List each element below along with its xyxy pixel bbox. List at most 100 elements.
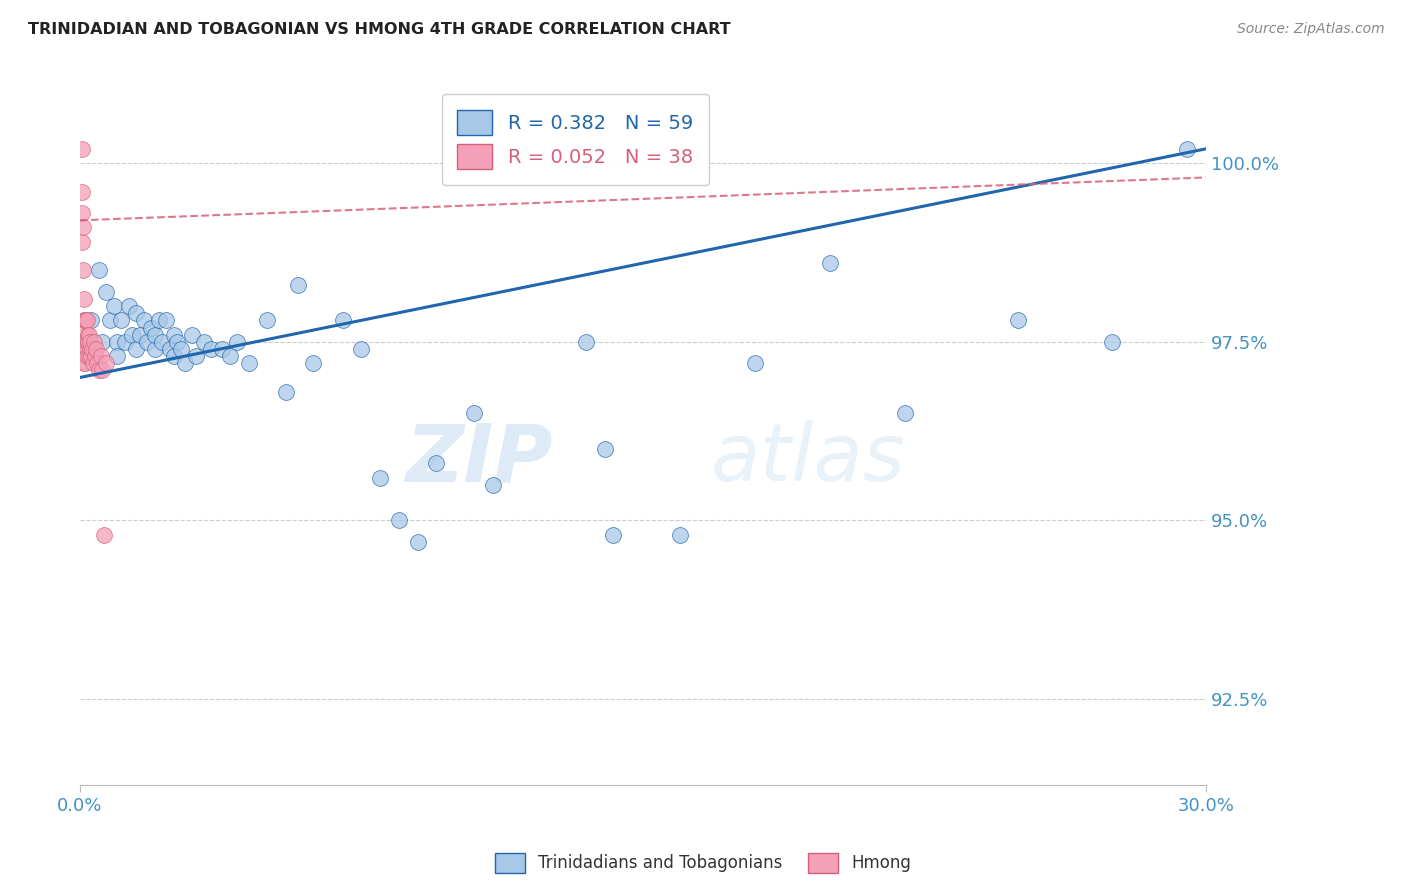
Text: atlas: atlas [710, 420, 905, 499]
Point [93, 527, 115, 541]
Point [73, 356, 96, 370]
Point [388, 513, 411, 527]
Point [350, 342, 373, 356]
Point [72, 220, 94, 235]
Point [80, 349, 103, 363]
Point [72, 235, 94, 249]
Point [98, 313, 121, 327]
Point [602, 527, 624, 541]
Point [669, 527, 692, 541]
Point [238, 356, 260, 370]
Point [105, 349, 128, 363]
Point [143, 342, 166, 356]
Point [332, 313, 354, 327]
Point [820, 256, 842, 270]
Point [132, 313, 155, 327]
Point [103, 299, 125, 313]
Point [121, 327, 143, 342]
Point [148, 313, 170, 327]
Point [70, 142, 93, 156]
Point [593, 442, 616, 456]
Point [86, 356, 108, 370]
Point [79, 334, 101, 349]
Text: Source: ZipAtlas.com: Source: ZipAtlas.com [1237, 22, 1385, 37]
Point [226, 334, 249, 349]
Point [170, 342, 193, 356]
Point [76, 349, 98, 363]
Point [91, 334, 114, 349]
Point [174, 356, 197, 370]
Text: ZIP: ZIP [405, 420, 553, 499]
Point [79, 342, 101, 356]
Point [301, 356, 323, 370]
Point [72, 292, 94, 306]
Point [141, 320, 163, 334]
Point [129, 327, 152, 342]
Point [76, 342, 98, 356]
Point [83, 349, 105, 363]
Point [84, 342, 107, 356]
Point [91, 363, 114, 377]
Point [894, 406, 917, 420]
Point [110, 313, 132, 327]
Point [256, 313, 278, 327]
Point [77, 334, 100, 349]
Legend: R = 0.382   N = 59, R = 0.052   N = 38: R = 0.382 N = 59, R = 0.052 N = 38 [441, 95, 709, 185]
Point [83, 334, 105, 349]
Point [70, 206, 93, 220]
Point [72, 263, 94, 277]
Point [155, 313, 177, 327]
Point [72, 313, 94, 327]
Point [200, 342, 222, 356]
Point [481, 477, 503, 491]
Point [80, 313, 103, 327]
Point [181, 327, 204, 342]
Point [75, 334, 97, 349]
Point [1007, 313, 1029, 327]
Point [152, 334, 174, 349]
Point [80, 342, 103, 356]
Point [105, 334, 128, 349]
Point [425, 456, 447, 470]
Point [276, 384, 298, 399]
Point [75, 313, 97, 327]
Point [166, 334, 188, 349]
Point [114, 334, 136, 349]
Point [159, 342, 181, 356]
Point [143, 327, 166, 342]
Point [73, 342, 96, 356]
Point [1101, 334, 1123, 349]
Point [76, 313, 98, 327]
Point [211, 342, 233, 356]
Point [575, 334, 598, 349]
Point [744, 356, 766, 370]
Point [70, 185, 93, 199]
Point [73, 334, 96, 349]
Point [75, 313, 97, 327]
Point [125, 306, 148, 320]
Point [82, 356, 104, 370]
Point [463, 406, 485, 420]
Point [73, 327, 96, 342]
Point [94, 285, 117, 299]
Point [118, 299, 141, 313]
Point [368, 470, 391, 484]
Point [193, 334, 215, 349]
Point [77, 349, 100, 363]
Point [219, 349, 242, 363]
Point [87, 263, 110, 277]
Point [76, 334, 98, 349]
Point [125, 342, 148, 356]
Point [287, 277, 309, 292]
Legend: Trinidadians and Tobagonians, Hmong: Trinidadians and Tobagonians, Hmong [488, 847, 918, 880]
Point [406, 534, 429, 549]
Point [136, 334, 159, 349]
Point [89, 349, 111, 363]
Point [77, 327, 100, 342]
Point [186, 349, 208, 363]
Point [87, 363, 110, 377]
Point [163, 327, 186, 342]
Point [75, 356, 97, 370]
Point [1175, 142, 1198, 156]
Text: TRINIDADIAN AND TOBAGONIAN VS HMONG 4TH GRADE CORRELATION CHART: TRINIDADIAN AND TOBAGONIAN VS HMONG 4TH … [28, 22, 731, 37]
